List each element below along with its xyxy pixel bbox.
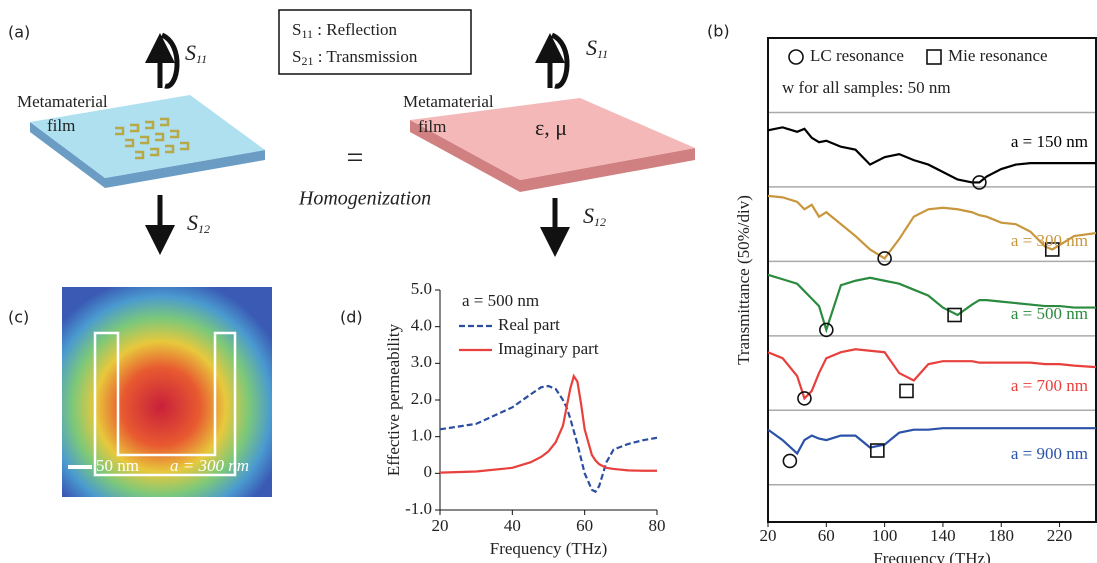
series-line [439, 384, 658, 494]
y-tick-label: -1.0 [405, 499, 432, 518]
legend-entry: Imaginary part [498, 339, 599, 358]
x-axis-title: Frequency (THz) [490, 539, 608, 558]
x-tick-label: 140 [930, 526, 956, 545]
x-tick-label: 20 [760, 526, 777, 545]
slab-top [410, 98, 695, 180]
legend-entry: LC resonance [810, 46, 904, 65]
x-tick-label: 220 [1047, 526, 1073, 545]
arrows [145, 32, 570, 257]
legend-lc [788, 49, 804, 65]
panel-label: (a) [8, 23, 30, 42]
period-label: a = 300 nm [170, 456, 249, 475]
mie-marker [1044, 242, 1060, 257]
equals: = [347, 141, 364, 174]
panel-a: (a) S11 : Reflection S21 : Transmission … [8, 9, 695, 257]
series-label: a = 900 nm [1011, 444, 1088, 463]
film-label: Metamaterial [403, 92, 494, 111]
s-label: S11 [185, 40, 207, 66]
process: Homogenization [298, 188, 431, 210]
y-tick-label: 3.0 [411, 352, 432, 371]
s-label: S11 [586, 35, 608, 61]
s-label: S12 [583, 203, 606, 229]
legend-box [278, 9, 472, 75]
resonator-outline [93, 331, 237, 477]
legend-entry: S21 : Transmission [292, 47, 418, 68]
mie-marker [870, 443, 885, 458]
series-line [767, 194, 1097, 260]
film-label: film [47, 116, 75, 135]
slab-side [30, 122, 265, 188]
panel-label: (b) [707, 22, 730, 41]
charts: (d) 20 40 60 80 -1.0 0 1.0 2.0 3.0 4.0 5.0 Frequency… [340, 22, 1097, 563]
x-tick-label: 40 [504, 516, 521, 535]
x-tick-label: 100 [872, 526, 898, 545]
x-tick-label: 20 [432, 516, 449, 535]
x-tick-label: 60 [576, 516, 593, 535]
y-axis-title: Effective permeability [384, 323, 403, 476]
y-tick-label: 4.0 [411, 316, 432, 335]
lc-marker [819, 322, 834, 338]
lc-marker [972, 175, 987, 190]
mie-marker [947, 307, 962, 323]
mie-marker [899, 383, 914, 399]
x-tick-label: 60 [818, 526, 835, 545]
lc-marker [797, 391, 812, 406]
series-line [439, 373, 657, 474]
annotation: a = 500 nm [462, 291, 539, 310]
series-label: a = 150 nm [1011, 132, 1088, 151]
series-line [767, 348, 1097, 401]
y-tick-label: 2.0 [411, 389, 432, 408]
s-label: S12 [187, 210, 210, 236]
series-label: a = 500 nm [1011, 304, 1088, 323]
legend-entry: S11 : Reflection [292, 20, 398, 41]
panel-label: (c) [8, 308, 29, 327]
series-line [767, 126, 1096, 184]
legend-entry: Mie resonance [948, 46, 1048, 65]
y-axis-title: Transmittance (50%/div) [734, 195, 753, 365]
y-tick-label: 5.0 [411, 279, 432, 298]
lc-marker [877, 251, 892, 266]
field-map [62, 287, 272, 497]
series-line [767, 427, 1096, 456]
panel-c: (c) 50 nm a = 300 nm [8, 287, 272, 497]
series-label: a = 300 nm [1011, 231, 1088, 250]
x-tick-label: 80 [649, 516, 666, 535]
resonators [115, 117, 190, 160]
legend-mie [926, 49, 942, 65]
scale-label: 50 nm [96, 456, 139, 475]
x-tick-label: 180 [988, 526, 1014, 545]
series-line [767, 273, 1096, 334]
note: w for all samples: 50 nm [782, 78, 951, 97]
y-tick-label: 0 [424, 462, 433, 481]
x-axis-title: Frequency (THz) [873, 549, 991, 563]
series-label: a = 700 nm [1011, 376, 1088, 395]
plot-frame [767, 37, 1097, 523]
film-label: Metamaterial [17, 92, 108, 111]
y-tick-label: 1.0 [411, 426, 432, 445]
params: ε, μ [535, 115, 567, 140]
panel-label: (d) [340, 308, 363, 327]
slab-side [410, 120, 695, 192]
lc-marker [782, 453, 798, 469]
film-label: film [418, 117, 446, 136]
legend-entry: Real part [498, 315, 560, 334]
